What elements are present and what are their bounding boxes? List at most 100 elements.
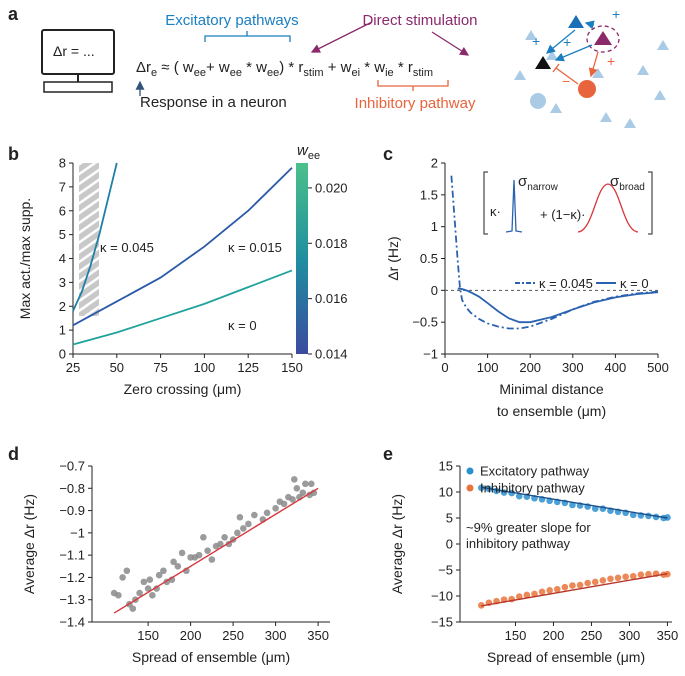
equation-part: * r <box>394 59 413 76</box>
point <box>129 605 137 612</box>
x-tick-label: 200 <box>180 628 202 643</box>
point <box>115 591 122 599</box>
x-tick-label: 300 <box>619 628 641 643</box>
equation-part: * w <box>360 59 385 76</box>
x-tick-label: 250 <box>222 628 244 643</box>
y-tick-label: 0 <box>446 537 453 552</box>
point <box>236 513 244 521</box>
equation-sub: ee <box>230 67 242 79</box>
broad-profile <box>577 183 639 233</box>
point <box>119 574 126 581</box>
y-tick-label: −1 <box>423 347 438 362</box>
point <box>146 576 154 583</box>
x-tick-label: 150 <box>281 360 303 375</box>
y-axis-label: Average Δr (Hz) <box>389 494 405 594</box>
line <box>457 287 659 324</box>
point <box>553 585 561 593</box>
direct-label: Direct stimulation <box>362 12 477 29</box>
y-tick-label: 15 <box>439 459 453 474</box>
panel-label: d <box>8 444 19 464</box>
inset-sigma: σbroad <box>610 173 645 193</box>
response-label: Response in a neuron <box>140 94 287 111</box>
y-tick-label: −0.5 <box>412 315 438 330</box>
point <box>523 591 531 599</box>
y-tick-label: 1 <box>59 323 66 338</box>
point <box>291 476 298 483</box>
equation: Δre ≈ ( wee+ wee * wee) * rstim + wei * … <box>136 59 433 79</box>
panel-label: a <box>8 4 19 24</box>
computer-text: Δr = ... <box>53 43 95 59</box>
point <box>123 567 131 575</box>
inset-sigma: σnarrow <box>518 173 559 193</box>
point <box>204 547 211 554</box>
x-tick-label: 100 <box>194 360 216 375</box>
colorbar-tick-label: 0.014 <box>315 347 348 362</box>
point <box>584 579 591 587</box>
equation-sub: ei <box>352 67 361 79</box>
panel-a: a Δr = ... Excitatory pathways Direct st… <box>8 4 669 128</box>
legend-label: Inhibitory pathway <box>480 481 585 496</box>
point <box>293 484 301 492</box>
annotation: ~9% greater slope for <box>466 520 591 535</box>
y-tick-label: 10 <box>439 485 453 500</box>
x-tick-label: 100 <box>477 360 499 375</box>
line <box>481 486 668 519</box>
series-label: κ = 0.015 <box>228 240 282 255</box>
point <box>208 556 216 563</box>
point <box>170 558 177 566</box>
y-tick-label: 0.5 <box>420 251 438 266</box>
narrow-profile <box>505 179 523 233</box>
line <box>450 175 659 330</box>
x-tick-label: 50 <box>110 360 124 375</box>
y-axis-label: Average Δr (Hz) <box>21 494 37 594</box>
point <box>302 480 309 488</box>
sigma-sub: broad <box>619 182 645 193</box>
equation-part: + w <box>206 59 230 76</box>
panel-label: e <box>383 444 393 464</box>
equation-sub: stim <box>413 67 433 79</box>
sigma-main: σ <box>518 173 528 190</box>
equation-sub: stim <box>303 67 323 79</box>
x-tick-label: 0 <box>441 360 448 375</box>
y-tick-label: −0.9 <box>59 503 85 518</box>
line <box>72 162 118 312</box>
y-tick-label: 1.5 <box>420 187 438 202</box>
line <box>72 269 293 346</box>
point <box>607 575 614 583</box>
sigma-sub: narrow <box>527 182 558 193</box>
y-tick-label: 5 <box>446 511 453 526</box>
point <box>221 534 228 541</box>
legend-label: κ = 0 <box>620 276 649 291</box>
equation-part: + w <box>324 59 352 76</box>
point <box>149 591 156 599</box>
point <box>561 583 569 591</box>
x-tick-label: 25 <box>66 360 80 375</box>
series-label: κ = 0.045 <box>100 240 154 255</box>
point <box>637 571 645 578</box>
colorbar-tick-label: 0.020 <box>315 180 348 195</box>
y-axis-label: Δr (Hz) <box>385 236 401 280</box>
inset-mix: + (1−κ)· <box>540 207 586 222</box>
x-tick-label: 200 <box>519 360 541 375</box>
y-tick-label: −1.1 <box>59 548 85 563</box>
equation-sub: e <box>151 67 157 79</box>
sigma-main: σ <box>610 173 620 190</box>
point <box>160 567 167 575</box>
y-tick-label: −0.7 <box>59 459 85 474</box>
line <box>72 167 293 327</box>
point <box>622 573 629 581</box>
point <box>136 589 143 597</box>
legend-swatch <box>466 484 474 492</box>
y-tick-label: 7 <box>59 179 66 194</box>
line <box>113 487 319 614</box>
excluded-region <box>79 163 99 316</box>
point <box>515 593 523 600</box>
point <box>599 577 607 584</box>
point <box>546 586 553 594</box>
y-tick-label: −10 <box>431 589 453 604</box>
inset-kappa: κ· <box>490 204 501 219</box>
y-tick-label: −15 <box>431 615 453 630</box>
point <box>263 509 271 517</box>
colorbar-tick-label: 0.018 <box>315 236 348 251</box>
